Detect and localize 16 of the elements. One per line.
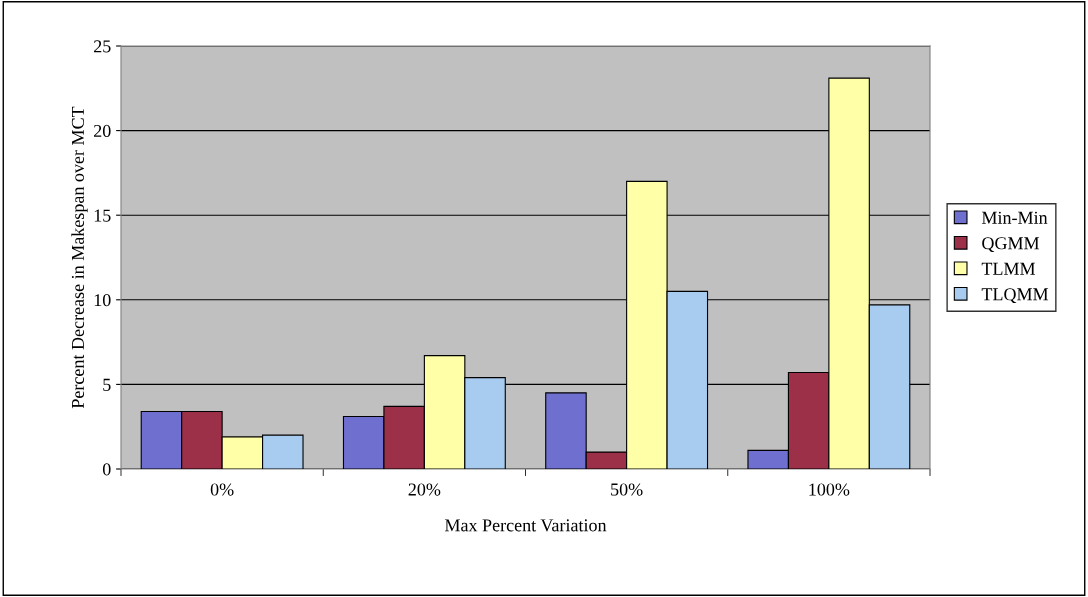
legend-label: Min-Min — [981, 211, 1048, 224]
y-axis-title: Percent Decrease in Makespan over MCT — [71, 106, 88, 409]
x-tick-label: 20% — [408, 483, 441, 496]
legend-label: TLQMM — [981, 288, 1049, 304]
legend-label: QGMM — [982, 237, 1040, 253]
y-tick-label: 10 — [94, 294, 111, 307]
y-tick-label: 20 — [94, 124, 111, 138]
x-tick-label: 0% — [210, 483, 234, 496]
legend-label: TLMM — [981, 262, 1036, 275]
x-tick-label: 100% — [809, 483, 850, 496]
x-axis-title: Max Percent Variation — [444, 519, 607, 532]
y-tick-label: 0 — [102, 463, 111, 476]
y-tick-label: 5 — [103, 378, 111, 391]
x-tick-label: 50% — [611, 483, 643, 496]
y-tick-label: 25 — [94, 40, 111, 53]
y-tick-label: 15 — [94, 209, 111, 222]
